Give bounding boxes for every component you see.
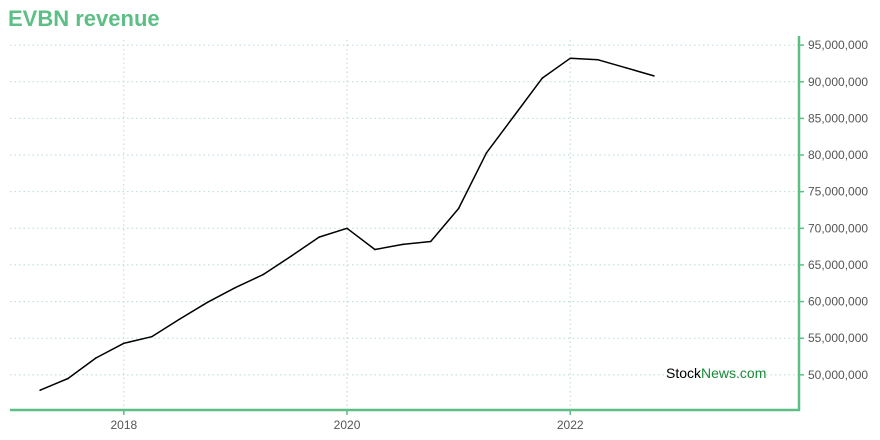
data-point: [597, 58, 599, 61]
x-tick-label: 2020: [334, 418, 361, 432]
data-point: [541, 77, 544, 79]
data-point: [178, 318, 181, 320]
data-point: [95, 357, 97, 359]
data-point: [123, 342, 125, 345]
data-point: [457, 207, 460, 210]
y-tick-label: 70,000,000: [808, 221, 868, 235]
grid-lines: [10, 40, 799, 410]
data-point: [374, 248, 376, 251]
data-point: [318, 236, 320, 238]
y-tick-label: 65,000,000: [808, 258, 868, 272]
y-tick-label: 50,000,000: [808, 368, 868, 382]
axes: [10, 36, 801, 412]
y-tick-label: 80,000,000: [808, 148, 868, 162]
data-point: [569, 57, 572, 60]
data-point: [402, 243, 404, 246]
data-point: [262, 273, 265, 276]
watermark-stock: Stock: [666, 365, 702, 381]
chart-title: EVBN revenue: [8, 6, 160, 31]
data-point: [653, 75, 655, 77]
data-point: [206, 301, 209, 304]
data-point: [513, 114, 516, 117]
x-axis-ticks: 2018 2020 2022: [110, 410, 584, 432]
x-tick-label: 2022: [557, 418, 584, 432]
data-point: [39, 389, 41, 392]
y-tick-label: 90,000,000: [808, 75, 868, 89]
y-tick-label: 60,000,000: [808, 295, 868, 309]
data-point: [625, 67, 627, 69]
data-point: [234, 286, 237, 289]
x-tick-label: 2018: [110, 418, 137, 432]
watermark: StockNews.com: [666, 365, 766, 381]
data-point: [485, 152, 488, 154]
y-tick-label: 75,000,000: [808, 185, 868, 199]
data-point: [290, 255, 293, 257]
y-axis-ticks: 50,000,000 55,000,000 60,000,000 65,000,000…: [799, 38, 868, 382]
data-point: [67, 377, 69, 380]
data-point: [346, 227, 348, 230]
series-group: [39, 57, 655, 392]
y-tick-label: 85,000,000: [808, 111, 868, 125]
watermark-news: News.com: [701, 365, 767, 381]
y-tick-label: 95,000,000: [808, 38, 868, 52]
y-tick-label: 55,000,000: [808, 331, 868, 345]
data-point: [429, 240, 432, 243]
data-point: [150, 335, 153, 338]
